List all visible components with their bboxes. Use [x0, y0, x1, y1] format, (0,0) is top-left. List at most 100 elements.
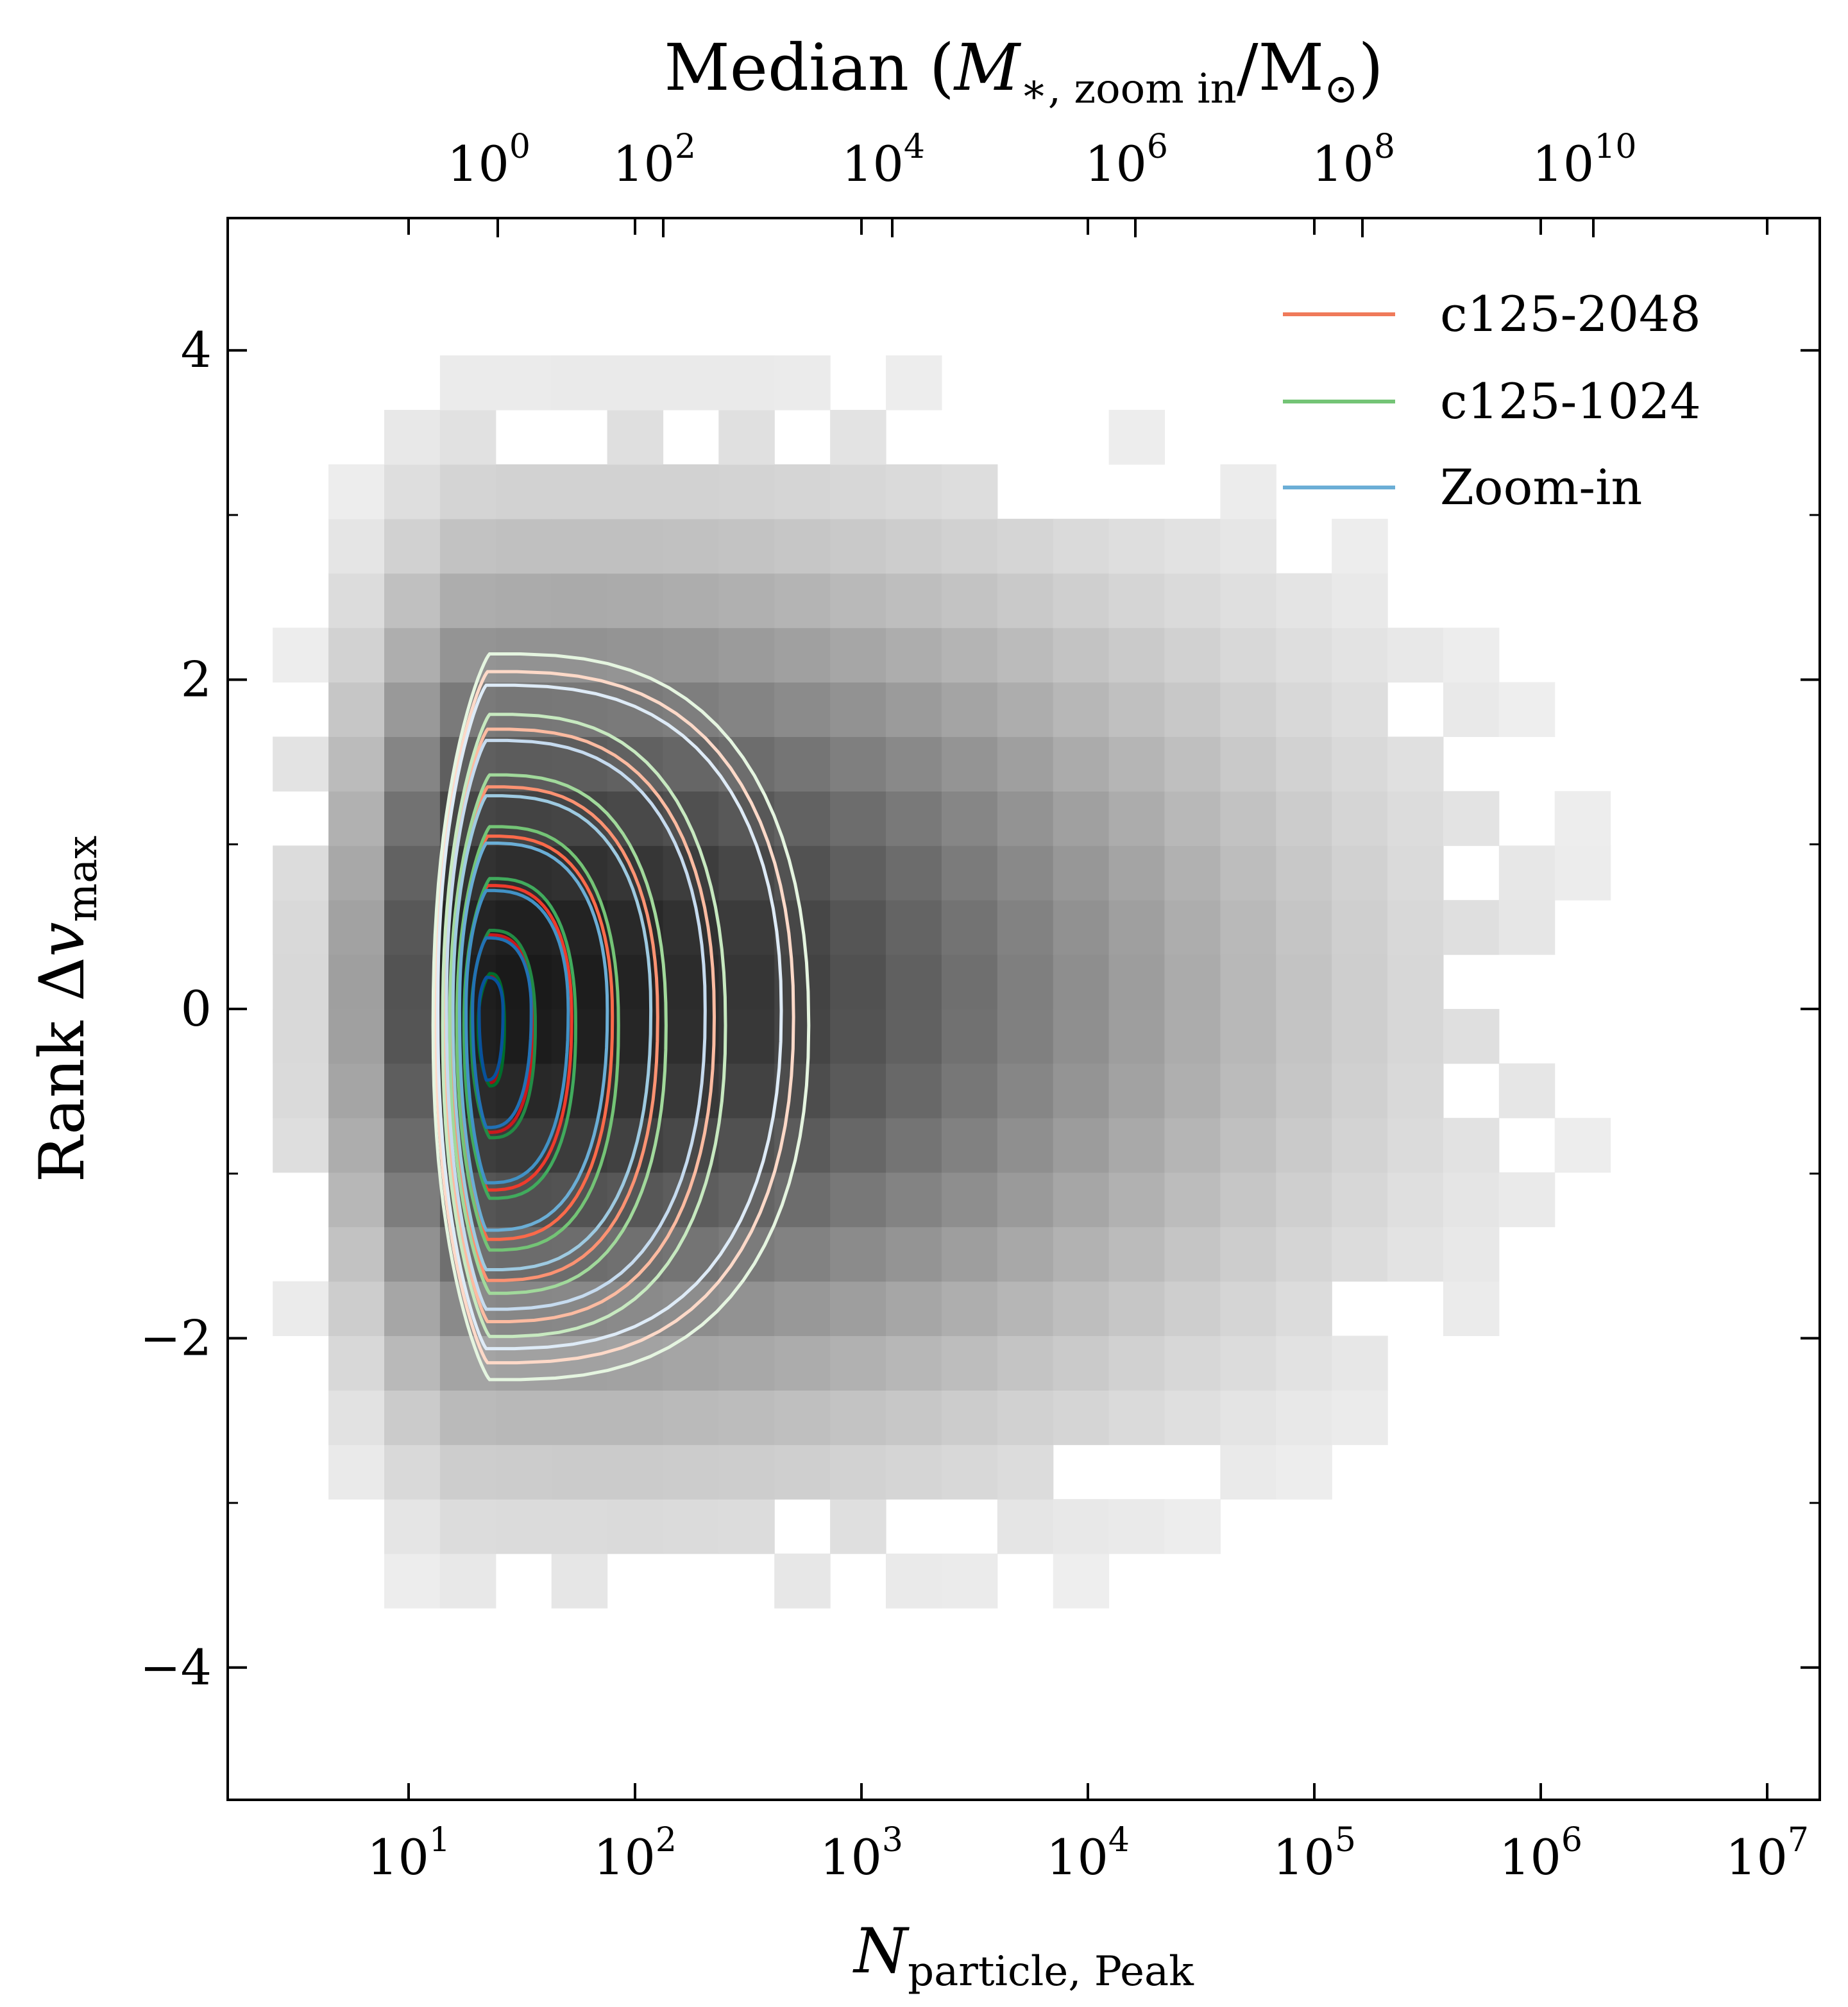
heatmap-cell: [439, 1499, 496, 1554]
left-axis-title: Rank Δvmax: [26, 836, 106, 1183]
heatmap-cell: [886, 1117, 942, 1173]
heatmap-cell: [1053, 573, 1110, 629]
heatmap-cell: [941, 682, 998, 737]
heatmap-cell: [718, 682, 775, 737]
heatmap-cell: [997, 954, 1054, 1010]
heatmap-cell: [328, 1444, 385, 1500]
heatmap-cell: [1108, 1226, 1166, 1282]
legend: c125-2048 c125-1024 Zoom-in: [1283, 285, 1701, 516]
heatmap-cell: [273, 1063, 329, 1119]
heatmap-cell: [607, 1009, 664, 1064]
heatmap-cell: [663, 954, 719, 1010]
bottom-tick-label: 102: [593, 1821, 677, 1886]
contour-line: [443, 727, 716, 1323]
heatmap-cell: [495, 464, 552, 520]
heatmap-cell: [886, 1335, 942, 1391]
heatmap-cell: [997, 1226, 1054, 1282]
heatmap-cell: [1164, 1172, 1221, 1228]
heatmap-cell: [1276, 954, 1332, 1010]
heatmap-cell: [1387, 954, 1444, 1010]
heatmap-cell: [384, 954, 441, 1010]
heatmap-cell: [607, 573, 664, 629]
heatmap-cell: [551, 1226, 608, 1282]
heatmap-cell: [941, 1281, 998, 1336]
heatmap-cell: [607, 1390, 664, 1445]
top-tick-label: 104: [842, 128, 925, 192]
legend-label-c125-1024: c125-1024: [1440, 373, 1701, 430]
heatmap-cell: [997, 1444, 1054, 1500]
heatmap-cell: [273, 1117, 329, 1173]
heatmap-cell: [551, 1554, 608, 1609]
bottom-tick-label: 107: [1725, 1821, 1809, 1886]
heatmap-cell: [384, 1281, 441, 1336]
heatmap-cell: [1332, 1172, 1388, 1228]
heatmap-cell: [1164, 1281, 1221, 1336]
heatmap-cell: [495, 355, 552, 411]
heatmap-cell: [830, 1009, 886, 1064]
heatmap-cell: [1220, 1226, 1276, 1282]
heatmap-cell: [1276, 845, 1332, 901]
heatmap-cell: [830, 791, 886, 846]
heatmap-cell: [941, 573, 998, 629]
heatmap-cell: [1164, 1009, 1221, 1064]
heatmap-cell: [1220, 464, 1276, 520]
heatmap-cell: [1220, 900, 1276, 955]
heatmap-cell: [328, 791, 385, 846]
heatmap-cell: [1498, 1063, 1556, 1119]
heatmap-cell: [495, 736, 552, 792]
heatmap-cell: [774, 736, 831, 792]
heatmap-cell: [1108, 1335, 1166, 1391]
heatmap-cell: [1053, 1117, 1110, 1173]
heatmap-cell: [718, 573, 775, 629]
heatmap-cell: [439, 1390, 496, 1445]
heatmap-cell: [774, 518, 831, 574]
heatmap-cell: [551, 518, 608, 574]
top-tick-label: 106: [1085, 128, 1168, 192]
heatmap-cell: [1164, 1226, 1221, 1282]
heatmap-cell: [384, 1172, 441, 1228]
heatmap-cell: [830, 900, 886, 955]
heatmap-cell: [997, 627, 1054, 683]
heatmap-cell: [1554, 845, 1611, 901]
heatmap-cell: [886, 954, 942, 1010]
heatmap-cell: [997, 518, 1054, 574]
heatmap-cell: [384, 573, 441, 629]
heatmap-cell: [384, 410, 441, 465]
heatmap-cell: [774, 1554, 831, 1609]
heatmap-cell: [1164, 791, 1221, 846]
heatmap-cell: [1053, 1281, 1110, 1336]
heatmap-cell: [830, 1444, 886, 1500]
left-axis: 4 2 0 −2 −4: [140, 321, 1820, 1696]
heatmap-cell: [495, 1390, 552, 1445]
heatmap-cell: [1443, 682, 1500, 737]
heatmap-cell: [1332, 1335, 1388, 1391]
heatmap-cell: [997, 1499, 1054, 1554]
heatmap-cell: [551, 1444, 608, 1500]
heatmap-cell: [1276, 1172, 1332, 1228]
heatmap-cell: [328, 464, 385, 520]
contour-line: [445, 738, 707, 1311]
heatmap-cell: [1387, 736, 1444, 792]
heatmap-cell: [384, 682, 441, 737]
heatmap-cell: [607, 464, 664, 520]
contour-line: [455, 825, 620, 1252]
heatmap-cell: [273, 1009, 329, 1064]
heatmap-cell: [1108, 518, 1166, 574]
left-tick-label: −2: [140, 1309, 212, 1366]
heatmap-cell: [830, 573, 886, 629]
heatmap-cell: [886, 518, 942, 574]
heatmap-cell: [273, 845, 329, 901]
heatmap-cell: [774, 464, 831, 520]
heatmap-cell: [941, 1009, 998, 1064]
bottom-axis: 101 102 103 104 105 106 107: [367, 218, 1809, 1886]
heatmap-cell: [1108, 736, 1166, 792]
heatmap-cell: [886, 736, 942, 792]
heatmap-cell: [997, 1281, 1054, 1336]
bottom-tick-label: 101: [367, 1821, 450, 1886]
heatmap-cell: [1276, 736, 1332, 792]
heatmap-cell: [941, 627, 998, 683]
heatmap-cell: [551, 1009, 608, 1064]
heatmap-cell: [718, 410, 775, 465]
heatmap-cell: [663, 464, 719, 520]
heatmap-cell: [886, 791, 942, 846]
